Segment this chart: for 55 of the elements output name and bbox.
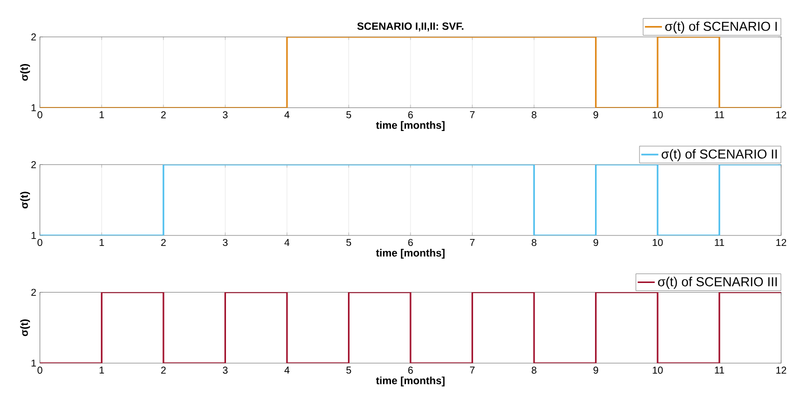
x-tick-label: 9 xyxy=(594,111,598,118)
x-tick-label: 5 xyxy=(346,238,352,246)
chart-title: SCENARIO I,II,II: SVF. xyxy=(357,22,464,32)
x-axis-title: time [months] xyxy=(376,376,445,386)
x-tick-label: 0 xyxy=(38,366,42,374)
x-tick-label: 7 xyxy=(470,366,475,374)
x-tick-label: 7 xyxy=(470,111,475,118)
x-tick-label: 10 xyxy=(652,366,663,374)
x-tick-label: 8 xyxy=(532,111,536,118)
x-tick-label: 1 xyxy=(100,111,104,118)
x-tick-label: 9 xyxy=(594,366,598,374)
x-tick-label: 12 xyxy=(776,238,786,246)
y-axis-title: σ(t) xyxy=(20,64,30,81)
x-tick-label: 6 xyxy=(408,238,413,246)
y-tick-label: 2 xyxy=(31,161,36,168)
x-tick-label: 2 xyxy=(161,238,166,246)
x-tick-label: 6 xyxy=(408,366,413,374)
x-tick-label: 2 xyxy=(161,111,166,118)
legend-label: σ(t) of SCENARIO I xyxy=(665,21,777,34)
x-tick-label: 12 xyxy=(776,111,786,118)
y-axis-title: σ(t) xyxy=(20,192,30,208)
x-tick-label: 12 xyxy=(776,366,786,374)
x-tick-label: 11 xyxy=(714,238,724,246)
x-tick-label: 10 xyxy=(652,238,663,246)
x-tick-label: 5 xyxy=(346,366,352,374)
legend-label: σ(t) of SCENARIO II xyxy=(662,149,777,162)
y-tick-label: 2 xyxy=(31,33,36,40)
x-tick-label: 5 xyxy=(346,111,352,118)
x-tick-label: 8 xyxy=(532,238,536,246)
y-tick-label: 1 xyxy=(32,104,36,112)
y-tick-label: 2 xyxy=(31,288,36,296)
x-axis-title: time [months] xyxy=(376,121,445,131)
y-axis-title: σ(t) xyxy=(20,319,30,336)
x-tick-label: 4 xyxy=(284,238,290,246)
x-tick-label: 7 xyxy=(470,238,475,246)
x-tick-label: 3 xyxy=(222,111,228,118)
x-tick-label: 11 xyxy=(714,366,724,374)
x-tick-label: 1 xyxy=(100,366,104,374)
x-tick-label: 0 xyxy=(38,238,42,246)
y-tick-label: 1 xyxy=(32,232,36,239)
legend-label: σ(t) of SCENARIO III xyxy=(658,276,777,289)
x-tick-label: 9 xyxy=(594,238,598,246)
x-tick-label: 4 xyxy=(284,111,290,118)
x-tick-label: 2 xyxy=(161,366,166,374)
x-tick-label: 11 xyxy=(714,111,724,118)
x-axis-title: time [months] xyxy=(376,248,445,259)
x-tick-label: 6 xyxy=(408,111,413,118)
x-tick-label: 8 xyxy=(532,366,536,374)
x-tick-label: 3 xyxy=(222,366,228,374)
x-tick-label: 4 xyxy=(284,366,290,374)
x-tick-label: 3 xyxy=(222,238,228,246)
y-tick-label: 1 xyxy=(32,360,36,367)
x-tick-label: 1 xyxy=(100,238,104,246)
x-tick-label: 10 xyxy=(652,111,663,118)
x-tick-label: 0 xyxy=(38,111,42,118)
